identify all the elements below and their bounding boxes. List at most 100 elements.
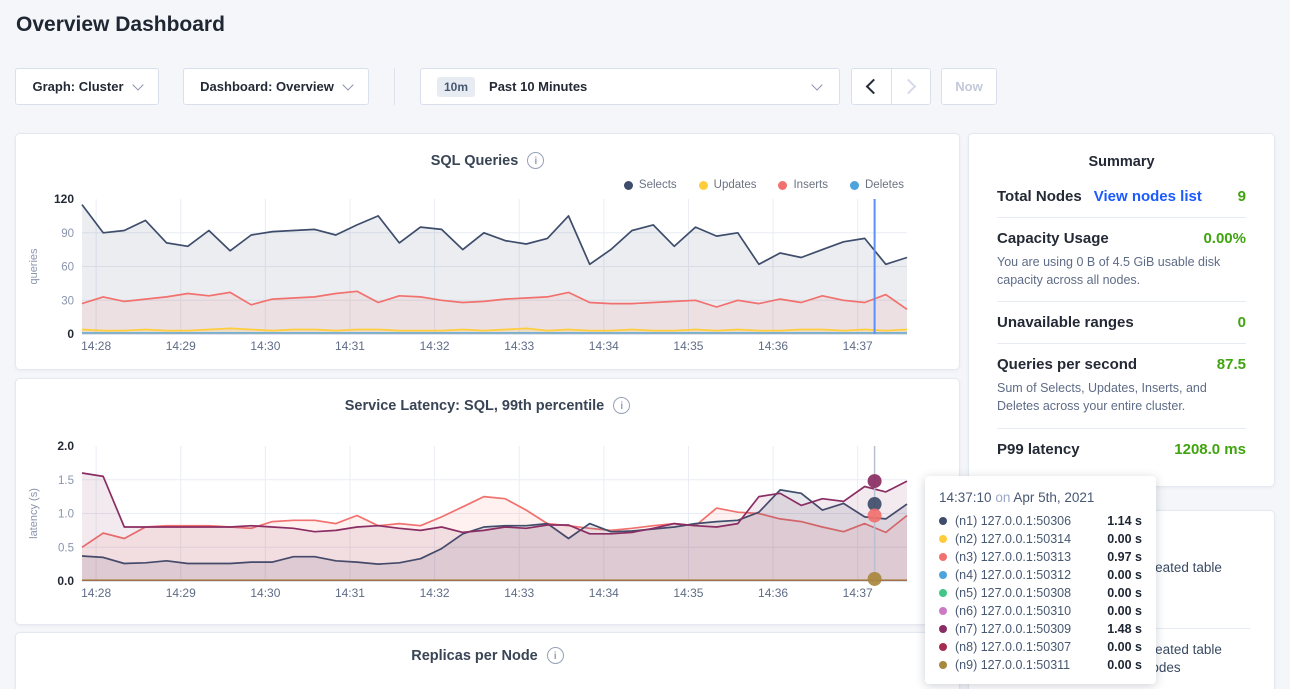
sql-queries-panel: SQL Queries i Selects Updates Inserts Delet… (15, 133, 960, 370)
summary-row-label: Unavailable ranges (997, 314, 1134, 332)
tooltip-node-row: (n3) 127.0.0.1:50313 0.97 s (939, 548, 1142, 566)
graph-dropdown[interactable]: Graph: Cluster (15, 68, 159, 105)
legend-label: Deletes (865, 179, 904, 191)
tooltip-node-label: (n5) 127.0.0.1:50308 (955, 586, 1072, 600)
chevron-left-icon (865, 78, 882, 95)
tooltip-node-value: 1.14 s (1107, 514, 1142, 528)
summary-row-value: 87.5 (1216, 356, 1246, 374)
tooltip-node-row: (n4) 127.0.0.1:50312 0.00 s (939, 566, 1142, 584)
svg-text:14:35: 14:35 (673, 339, 703, 353)
time-range-badge: 10m (437, 76, 476, 97)
chart-title-text: SQL Queries (430, 152, 519, 169)
svg-text:14:31: 14:31 (335, 586, 365, 600)
info-icon[interactable]: i (546, 647, 564, 664)
node-color-dot-icon (939, 625, 947, 633)
legend-label: Updates (713, 179, 757, 191)
node-color-dot-icon (939, 661, 947, 669)
tooltip-node-row: (n6) 127.0.0.1:50310 0.00 s (939, 602, 1142, 620)
legend-item-inserts[interactable]: Inserts (778, 179, 828, 191)
legend-dot-icon (698, 180, 708, 190)
chart-title-text: Replicas per Node (411, 647, 538, 664)
info-icon[interactable]: i (527, 152, 545, 169)
legend-item-selects[interactable]: Selects (623, 179, 677, 191)
sql-queries-chart[interactable]: 0 30 60 90 120 queries 14:28 14:29 14:30 14:31 14:… (17, 192, 960, 364)
legend-item-deletes[interactable]: Deletes (850, 179, 904, 191)
chart-hover-tooltip: 14:37:10 on Apr 5th, 2021 (n1) 127.0.0.1… (925, 476, 1156, 684)
replicas-per-node-panel: Replicas per Node i (15, 632, 960, 689)
tooltip-time: 14:37:10 (939, 490, 992, 505)
svg-text:120: 120 (54, 192, 74, 206)
summary-row-top: Total Nodes View nodes list 9 (997, 188, 1246, 205)
legend-item-updates[interactable]: Updates (698, 179, 757, 191)
chart-title: SQL Queries i (16, 152, 959, 169)
time-pager (851, 68, 931, 105)
tooltip-node-value: 0.00 s (1107, 640, 1142, 654)
tooltip-node-label: (n1) 127.0.0.1:50306 (955, 514, 1072, 528)
summary-row-label: Total Nodes (997, 188, 1082, 205)
svg-text:0: 0 (67, 327, 74, 341)
legend-dot-icon (778, 180, 788, 190)
tooltip-on: on (995, 490, 1011, 505)
node-color-dot-icon (939, 553, 947, 561)
summary-row-top: Queries per second 87.5 (997, 356, 1246, 373)
svg-text:14:34: 14:34 (589, 586, 619, 600)
chart-title: Replicas per Node i (16, 647, 959, 664)
svg-text:14:37: 14:37 (843, 586, 873, 600)
summary-row-label: P99 latency (997, 440, 1080, 458)
now-button[interactable]: Now (941, 68, 997, 105)
time-back-button[interactable] (852, 69, 892, 104)
node-color-dot-icon (939, 589, 947, 597)
svg-text:14:34: 14:34 (589, 339, 619, 353)
controls-divider (394, 68, 395, 105)
tooltip-node-value: 0.00 s (1107, 568, 1142, 582)
summary-row: Total Nodes View nodes list 9 (997, 176, 1246, 218)
tooltip-date: Apr 5th, 2021 (1013, 490, 1095, 505)
tooltip-node-row: (n7) 127.0.0.1:50309 1.48 s (939, 620, 1142, 638)
tooltip-node-label: (n9) 127.0.0.1:50311 (955, 658, 1071, 672)
summary-panel: Summary Total Nodes View nodes list 9 Capac… (968, 133, 1275, 487)
summary-row-value: 9 (1237, 188, 1246, 205)
summary-row: Capacity Usage 0.00% You are using 0 B of … (997, 218, 1246, 303)
dashboard-dropdown[interactable]: Dashboard: Overview (183, 68, 369, 105)
summary-row-value: 0 (1237, 314, 1246, 332)
tooltip-node-value: 0.00 s (1107, 604, 1142, 618)
summary-row-top: Unavailable ranges 0 (997, 314, 1246, 331)
node-color-dot-icon (939, 517, 947, 525)
svg-text:14:29: 14:29 (166, 586, 196, 600)
svg-text:90: 90 (61, 228, 74, 240)
summary-header: Summary (1088, 154, 1155, 170)
summary-row: Unavailable ranges 0 (997, 302, 1246, 345)
tooltip-node-label: (n2) 127.0.0.1:50314 (955, 532, 1072, 546)
chevron-right-icon (900, 78, 917, 95)
service-latency-chart[interactable]: 0.0 0.5 1.0 1.5 2.0 latency (s) 14:28 14:29 14:3… (17, 439, 960, 609)
tooltip-node-label: (n4) 127.0.0.1:50312 (955, 568, 1072, 582)
page-title: Overview Dashboard (16, 13, 225, 36)
svg-text:14:29: 14:29 (166, 339, 196, 353)
node-color-dot-icon (939, 535, 947, 543)
summary-row: P99 latency 1208.0 ms (997, 429, 1246, 470)
info-icon[interactable]: i (613, 397, 631, 414)
tooltip-node-row: (n2) 127.0.0.1:50314 0.00 s (939, 530, 1142, 548)
summary-row-description: You are using 0 B of 4.5 GiB usable disk… (997, 255, 1221, 288)
legend-label: Inserts (793, 179, 828, 191)
node-color-dot-icon (939, 571, 947, 579)
time-range-dropdown[interactable]: 10m Past 10 Minutes (420, 68, 840, 105)
tooltip-node-row: (n5) 127.0.0.1:50308 0.00 s (939, 584, 1142, 602)
summary-row-top: Capacity Usage 0.00% (997, 230, 1246, 247)
view-nodes-list-link[interactable]: View nodes list (1093, 188, 1202, 205)
summary-row-label: Queries per second (997, 356, 1138, 374)
tooltip-node-list: (n1) 127.0.0.1:50306 1.14 s (n2) 127.0.0.1… (939, 512, 1142, 674)
svg-text:14:36: 14:36 (758, 339, 788, 353)
time-forward-button[interactable] (892, 69, 931, 104)
legend-label: Selects (638, 179, 677, 191)
legend-dot-icon (850, 180, 859, 190)
svg-text:1.5: 1.5 (58, 475, 74, 487)
svg-text:14:37: 14:37 (843, 339, 873, 353)
svg-text:14:31: 14:31 (335, 339, 365, 353)
y-axis-label: latency (s) (28, 488, 40, 539)
tooltip-node-label: (n3) 127.0.0.1:50313 (955, 550, 1072, 564)
node-color-dot-icon (939, 643, 947, 651)
svg-text:60: 60 (61, 262, 74, 274)
svg-text:14:33: 14:33 (504, 339, 534, 353)
